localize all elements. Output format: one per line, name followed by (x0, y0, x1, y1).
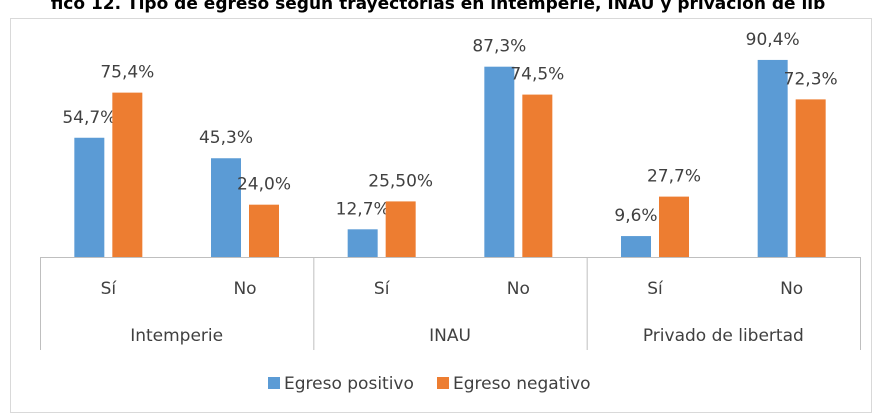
data-label: 27,7% (647, 167, 701, 187)
bar (385, 201, 416, 257)
data-label: 9,6% (614, 206, 657, 226)
bar (211, 158, 241, 257)
data-label: 25,50% (368, 171, 433, 191)
x-tick-label: Sí (101, 279, 118, 299)
chart-title: fico 12. Tipo de egreso según trayectori… (51, 0, 826, 14)
legend-label: Egreso negativo (453, 374, 591, 394)
bar (74, 137, 105, 257)
legend-label: Egreso positivo (284, 374, 414, 394)
bar (112, 92, 143, 258)
x-tick-label: No (233, 279, 256, 299)
legend-swatch (437, 377, 449, 389)
x-tick-label: Sí (647, 279, 664, 299)
x-tick-label: Sí (374, 279, 391, 299)
data-label: 72,3% (784, 69, 838, 89)
data-label: 54,7% (62, 108, 116, 128)
bar (347, 229, 378, 257)
data-label: 87,3% (472, 37, 526, 57)
bar (659, 196, 689, 257)
legend-swatch (268, 377, 280, 389)
data-label: 90,4% (746, 30, 800, 50)
data-label: 74,5% (510, 65, 564, 85)
data-label: 24,0% (237, 175, 291, 195)
bar (522, 94, 553, 257)
bar (795, 99, 826, 257)
data-label: 12,7% (336, 199, 390, 219)
group-label: Intemperie (130, 326, 223, 346)
x-tick-label: No (780, 279, 803, 299)
x-tick-label: No (507, 279, 530, 299)
bar (249, 204, 279, 257)
bar (484, 66, 515, 257)
data-label: 75,4% (100, 63, 154, 83)
data-label: 45,3% (199, 128, 253, 148)
bar (621, 236, 651, 257)
chart-border (10, 18, 872, 413)
group-label: Privado de libertad (643, 326, 804, 346)
group-label: INAU (429, 326, 471, 346)
bar (757, 59, 788, 257)
